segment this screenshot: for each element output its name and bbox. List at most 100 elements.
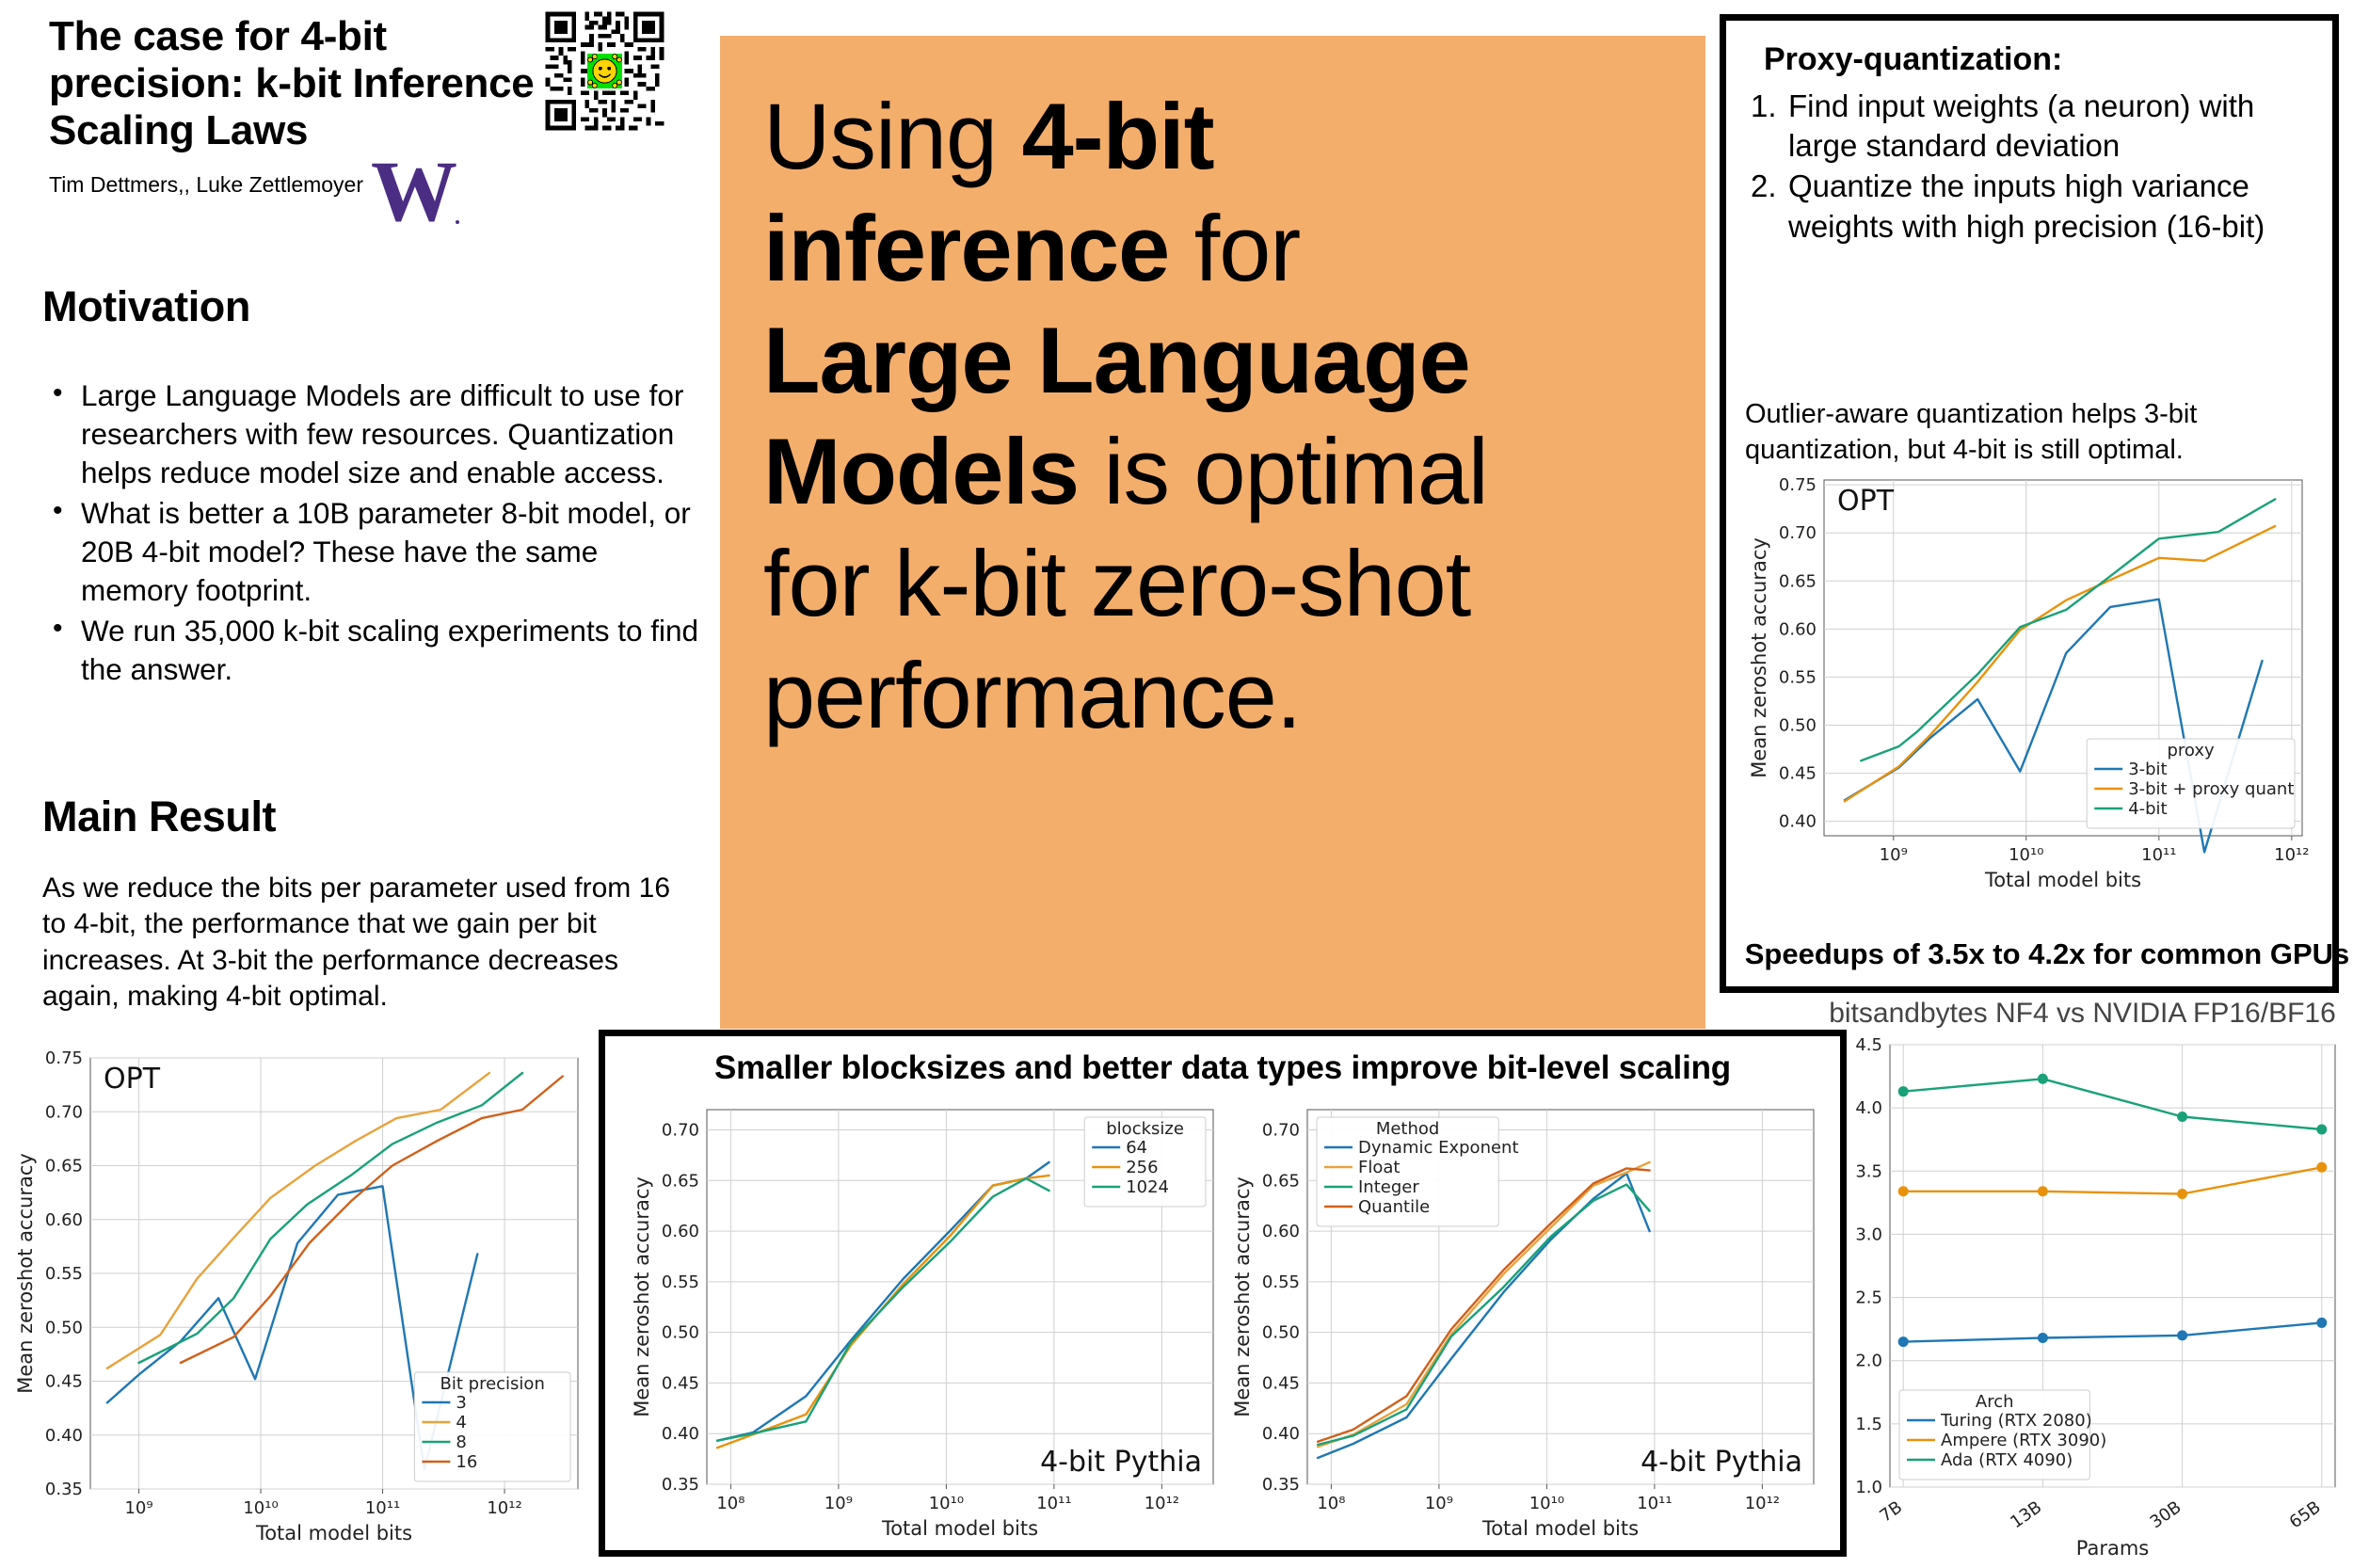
svg-text:Integer: Integer [1358, 1177, 1419, 1197]
svg-text:10¹⁰: 10¹⁰ [1529, 1494, 1564, 1513]
svg-text:3: 3 [456, 1393, 466, 1413]
svg-text:3.5: 3.5 [1855, 1161, 1882, 1181]
svg-text:Total model bits: Total model bits [255, 1522, 412, 1544]
svg-text:0.45: 0.45 [662, 1373, 699, 1393]
motivation-heading: Motivation [42, 282, 250, 330]
list-item-number: 2. [1751, 168, 1777, 204]
svg-text:4-bit Pythia: 4-bit Pythia [1040, 1446, 1202, 1479]
svg-text:10⁹: 10⁹ [1880, 845, 1908, 865]
svg-text:Total model bits: Total model bits [1984, 869, 2141, 891]
proxy-quantization-panel: Proxy-quantization: 1. Find input weight… [1720, 14, 2339, 993]
list-item-number: 1. [1751, 88, 1777, 123]
svg-text:0.55: 0.55 [662, 1272, 699, 1292]
svg-text:0.55: 0.55 [1262, 1272, 1300, 1292]
svg-text:W: W [371, 151, 457, 231]
svg-text:10⁸: 10⁸ [716, 1494, 744, 1513]
svg-text:7B: 7B [1877, 1497, 1907, 1527]
hero-line3-bold: Large Language [763, 307, 1471, 412]
svg-text:0.40: 0.40 [45, 1426, 83, 1446]
main-result-heading: Main Result [42, 792, 277, 840]
pythia-method-chart: 0.35 0.40 0.45 0.50 0.55 0.60 0.65 0.70 10⁸ 10⁹ 10… [1234, 1098, 1827, 1541]
svg-text:Turing (RTX 2080): Turing (RTX 2080) [1940, 1411, 2092, 1431]
hero-line2-plain: for [1169, 195, 1302, 300]
svg-text:10¹²: 10¹² [487, 1498, 521, 1518]
svg-text:0.40: 0.40 [1262, 1424, 1300, 1444]
svg-text:0.45: 0.45 [1779, 764, 1817, 784]
proxy-quantization-note: Outlier-aware quantization helps 3-bit q… [1745, 399, 2198, 465]
svg-text:0.75: 0.75 [45, 1048, 83, 1068]
svg-text:Mean zeroshot accuracy: Mean zeroshot accuracy [1751, 537, 1770, 778]
svg-text:0.65: 0.65 [45, 1157, 83, 1176]
proxy-quantization-heading: Proxy-quantization: [1764, 41, 2063, 77]
svg-text:10¹¹: 10¹¹ [1036, 1494, 1071, 1513]
svg-text:10⁹: 10⁹ [824, 1494, 853, 1513]
pythia-blocksize-chart: 0.35 0.40 0.45 0.50 0.55 0.60 0.65 0.70 10⁸ 10⁹ 10… [633, 1098, 1226, 1541]
list-item: Large Language Models are difficult to u… [49, 375, 698, 492]
svg-text:3-bit: 3-bit [2128, 760, 2167, 779]
svg-text:30B: 30B [2147, 1497, 2185, 1532]
svg-text:proxy: proxy [2167, 741, 2215, 760]
hero-line4-plain: is optimal [1079, 419, 1489, 524]
svg-text:Bit precision: Bit precision [440, 1374, 545, 1394]
svg-text:Dynamic Exponent: Dynamic Exponent [1358, 1138, 1519, 1158]
svg-text:1.5: 1.5 [1855, 1415, 1882, 1434]
svg-text:10¹¹: 10¹¹ [365, 1498, 400, 1518]
hero-line1-plain: Using [763, 84, 1022, 188]
svg-text:2.0: 2.0 [1855, 1352, 1882, 1371]
svg-text:64: 64 [1126, 1138, 1147, 1158]
svg-text:0.75: 0.75 [1779, 475, 1817, 495]
hero-line2-bold: inference [763, 195, 1170, 300]
svg-text:10¹⁰: 10¹⁰ [243, 1498, 278, 1518]
svg-text:0.40: 0.40 [662, 1424, 699, 1444]
list-item: 1. Find input weights (a neuron) with la… [1745, 87, 2319, 166]
svg-text:Mean zeroshot accuracy: Mean zeroshot accuracy [17, 1153, 37, 1394]
svg-text:0.65: 0.65 [662, 1171, 699, 1191]
svg-text:0.50: 0.50 [1779, 716, 1817, 736]
svg-text:Float: Float [1358, 1158, 1400, 1177]
svg-text:16: 16 [456, 1452, 477, 1472]
gpu-speedup-chart: bitsandbytes NF4 vs NVIDIA FP16/BF16 1.0… [1817, 998, 2348, 1562]
svg-text:Mean zeroshot accuracy: Mean zeroshot accuracy [1234, 1176, 1254, 1417]
svg-text:10¹²: 10¹² [1745, 1494, 1780, 1513]
svg-text:0.40: 0.40 [1779, 812, 1817, 832]
svg-text:0.45: 0.45 [1262, 1373, 1300, 1393]
svg-text:0.55: 0.55 [45, 1264, 83, 1284]
hero-line4-bold: Models [763, 419, 1080, 524]
svg-text:Params: Params [2076, 1537, 2150, 1560]
hero-statement-panel: Using 4-bit inference for Large Language… [720, 36, 1705, 1029]
svg-text:0.70: 0.70 [662, 1121, 699, 1141]
svg-text:10¹¹: 10¹¹ [1637, 1494, 1672, 1513]
svg-text:Total model bits: Total model bits [881, 1517, 1038, 1540]
svg-text:256: 256 [1126, 1158, 1158, 1177]
speedups-heading: Speedups of 3.5x to 4.2x for common GPUs [1744, 937, 2350, 970]
svg-text:0.35: 0.35 [662, 1475, 699, 1495]
svg-text:10¹²: 10¹² [1144, 1494, 1179, 1513]
svg-text:0.45: 0.45 [45, 1372, 83, 1392]
list-item: What is better a 10B parameter 8-bit mod… [49, 492, 698, 610]
svg-text:0.60: 0.60 [1779, 619, 1817, 639]
authors-line: Tim Dettmers,, Luke Zettlemoyer [49, 172, 364, 197]
svg-text:10⁹: 10⁹ [1425, 1494, 1453, 1513]
list-item-text: Find input weights (a neuron) with large… [1788, 88, 2255, 164]
svg-text:0.60: 0.60 [662, 1222, 699, 1241]
hero-statement-text: Using 4-bit inference for Large Language… [763, 81, 1667, 752]
hero-line5-plain: for k-bit zero-shot [763, 531, 1471, 636]
qr-code-icon [541, 8, 668, 135]
list-item: We run 35,000 k-bit scaling experiments … [49, 610, 698, 689]
svg-text:10⁹: 10⁹ [124, 1498, 152, 1518]
svg-text:Mean zeroshot accuracy: Mean zeroshot accuracy [633, 1176, 653, 1417]
svg-text:0.35: 0.35 [1262, 1475, 1300, 1495]
svg-text:0.50: 0.50 [662, 1323, 699, 1343]
gpu-speedup-chart-title: bitsandbytes NF4 vs NVIDIA FP16/BF16 [1829, 998, 2336, 1029]
svg-text:10¹⁰: 10¹⁰ [929, 1494, 964, 1513]
svg-text:10¹²: 10¹² [2274, 845, 2309, 865]
svg-text:4: 4 [456, 1413, 466, 1432]
svg-text:0.50: 0.50 [1262, 1323, 1300, 1343]
svg-text:Arch: Arch [1976, 1392, 2014, 1412]
svg-text:10¹¹: 10¹¹ [2141, 845, 2176, 865]
svg-text:Ampere (RTX 3090): Ampere (RTX 3090) [1941, 1431, 2106, 1450]
opt-bit-precision-chart: 0.35 0.40 0.45 0.50 0.55 0.60 0.65 0.70 0.75 10⁹ 1… [17, 1047, 591, 1545]
page-title: The case for 4-bit precision: k-bit Infe… [49, 13, 535, 154]
svg-text:0.35: 0.35 [45, 1480, 83, 1499]
list-item: 2. Quantize the inputs high variance wei… [1745, 167, 2319, 246]
